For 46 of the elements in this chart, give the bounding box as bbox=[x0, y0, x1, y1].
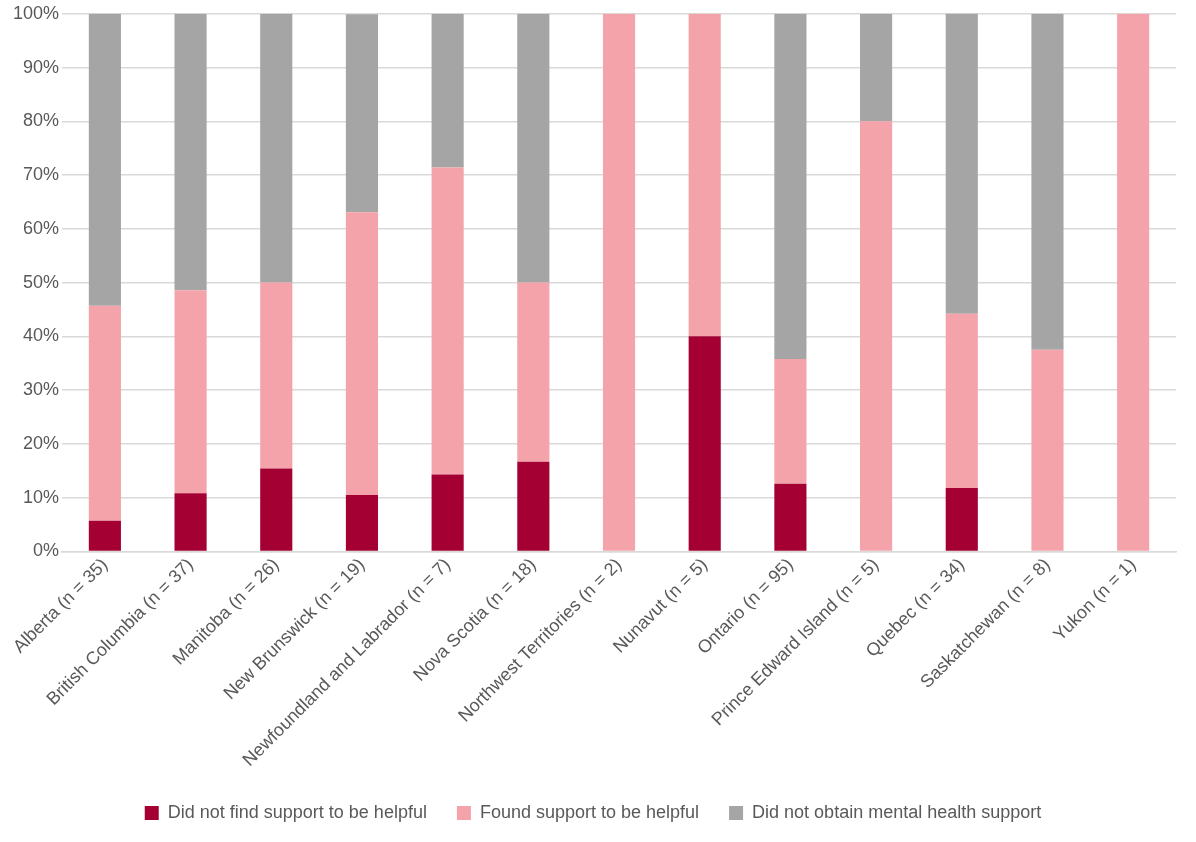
bar bbox=[688, 336, 721, 551]
bar bbox=[774, 483, 807, 551]
legend-label: Did not obtain mental health support bbox=[752, 801, 1042, 822]
bar bbox=[517, 282, 550, 462]
y-tick-label: 90% bbox=[23, 56, 60, 77]
y-tick-label: 70% bbox=[23, 164, 60, 185]
bar bbox=[260, 13, 293, 283]
y-tick-label: 0% bbox=[33, 540, 60, 561]
y-tick-label: 80% bbox=[23, 110, 60, 131]
bar bbox=[88, 305, 121, 521]
bar bbox=[88, 13, 121, 306]
y-tick-label: 100% bbox=[12, 2, 60, 23]
bar bbox=[774, 358, 807, 484]
legend-label: Did not find support to be helpful bbox=[167, 801, 427, 822]
bar bbox=[174, 493, 207, 551]
legend-label: Found support to be helpful bbox=[479, 801, 700, 822]
bar bbox=[260, 468, 293, 551]
bar bbox=[345, 212, 379, 495]
bar bbox=[1031, 13, 1064, 350]
bar bbox=[860, 13, 893, 122]
bar bbox=[431, 13, 464, 168]
bar bbox=[345, 14, 379, 213]
bar bbox=[945, 487, 978, 551]
bar bbox=[688, 13, 721, 337]
bar bbox=[431, 167, 464, 475]
bar bbox=[774, 13, 807, 359]
bar bbox=[345, 494, 379, 551]
y-tick-label: 20% bbox=[23, 432, 60, 453]
y-tick-label: 30% bbox=[23, 379, 60, 400]
bar bbox=[945, 13, 978, 314]
y-tick-label: 10% bbox=[23, 486, 60, 507]
bar bbox=[88, 520, 121, 551]
bar bbox=[174, 13, 207, 291]
bar bbox=[431, 474, 464, 551]
bar bbox=[945, 313, 978, 488]
bar bbox=[860, 121, 893, 551]
y-tick-label: 50% bbox=[23, 271, 60, 292]
bar bbox=[517, 13, 550, 283]
bar bbox=[1117, 13, 1150, 551]
bar bbox=[260, 282, 293, 469]
bar bbox=[1031, 349, 1064, 551]
y-tick-label: 40% bbox=[23, 325, 60, 346]
y-tick-label: 60% bbox=[23, 217, 60, 238]
bar bbox=[602, 13, 636, 551]
bar bbox=[174, 290, 207, 494]
bar bbox=[517, 461, 550, 551]
